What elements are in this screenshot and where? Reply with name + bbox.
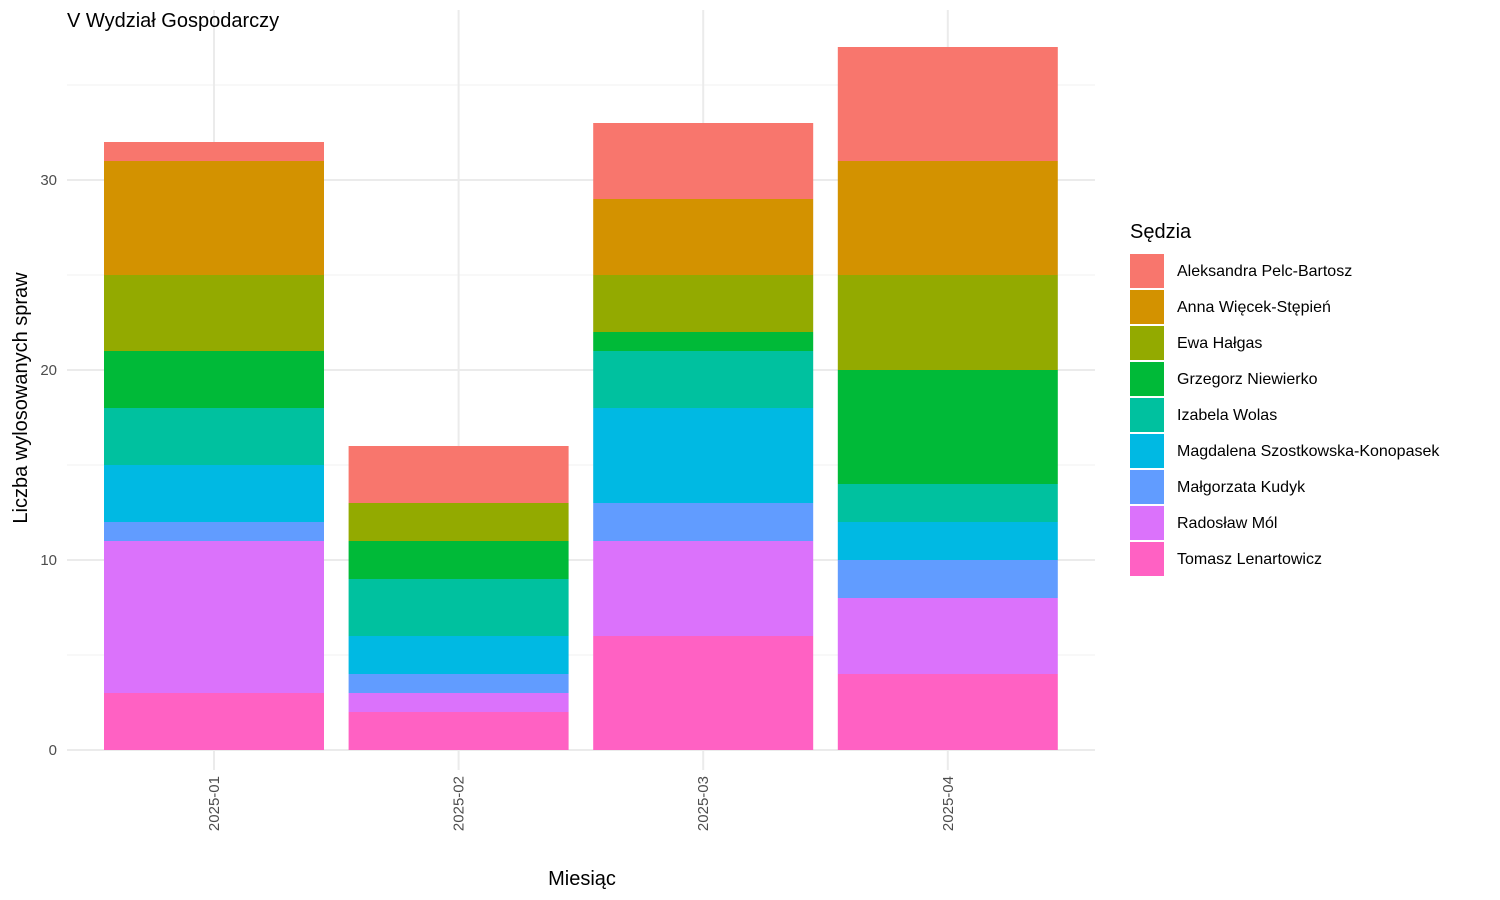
y-tick-label: 30 — [40, 172, 57, 189]
legend-title: Sędzia — [1130, 221, 1192, 243]
y-axis-title: Liczba wylosowanych spraw — [10, 272, 32, 524]
legend-label: Anna Więcek-Stępień — [1177, 299, 1331, 316]
bar-segment — [348, 636, 569, 674]
legend-items: Aleksandra Pelc-Bartosz Anna Więcek-Stępi… — [1130, 254, 1440, 576]
x-tick-label: 2025-04 — [940, 776, 957, 831]
bar-segment — [593, 275, 814, 332]
legend-label: Magdalena Szostkowska-Konopasek — [1177, 443, 1440, 460]
bar-segment — [837, 47, 1058, 161]
bar-segment — [348, 541, 569, 579]
legend-swatch — [1130, 326, 1164, 360]
legend-label: Izabela Wolas — [1177, 407, 1277, 424]
legend-label: Grzegorz Niewierko — [1177, 371, 1318, 388]
bar-segment — [348, 693, 569, 712]
legend-label: Małgorzata Kudyk — [1177, 479, 1306, 496]
bar-segment — [104, 541, 324, 693]
legend: Sędzia Aleksandra Pelc-Bartosz Anna Więce… — [1130, 221, 1440, 576]
bar-segment — [837, 484, 1058, 522]
bar-segment — [593, 408, 814, 503]
bar-segment — [104, 693, 324, 750]
bar-segment — [593, 123, 814, 199]
chart-title: V Wydział Gospodarczy — [67, 10, 279, 32]
bar-segment — [837, 598, 1058, 674]
legend-swatch — [1130, 254, 1164, 288]
bar-segment — [593, 541, 814, 636]
y-tick-label: 0 — [49, 742, 57, 759]
bar-segment — [348, 674, 569, 693]
legend-swatch — [1130, 398, 1164, 432]
bar-segment — [593, 351, 814, 408]
bar-segment — [593, 636, 814, 750]
bar-segment — [348, 579, 569, 636]
bar-segment — [593, 199, 814, 275]
x-tick-label: 2025-03 — [695, 776, 712, 831]
y-tick-label: 20 — [40, 362, 57, 379]
bar-segment — [104, 142, 324, 161]
bar-segment — [348, 503, 569, 541]
bar-segment — [104, 522, 324, 541]
x-tick-label: 2025-02 — [451, 776, 468, 831]
bar-segment — [837, 522, 1058, 560]
bar-segment — [104, 408, 324, 465]
bar-segment — [593, 503, 814, 541]
bar-segment — [837, 275, 1058, 370]
bar-segment — [837, 674, 1058, 750]
bar-segment — [593, 332, 814, 351]
bar-segment — [104, 465, 324, 522]
bar-segment — [104, 351, 324, 408]
legend-swatch — [1130, 362, 1164, 396]
y-axis-ticks: 0 10 20 30 — [40, 172, 57, 759]
bar-segment — [348, 712, 569, 750]
bar-segment — [348, 446, 569, 503]
legend-swatch — [1130, 542, 1164, 576]
x-axis-title: Miesiąc — [548, 868, 616, 890]
legend-swatch — [1130, 506, 1164, 540]
legend-label: Ewa Hałgas — [1177, 335, 1262, 352]
bar-segment — [837, 370, 1058, 484]
legend-swatch — [1130, 470, 1164, 504]
x-tick-label: 2025-01 — [206, 776, 223, 831]
legend-swatch — [1130, 290, 1164, 324]
legend-label: Radosław Mól — [1177, 515, 1277, 532]
bar-segment — [837, 161, 1058, 275]
bar-segment — [104, 161, 324, 275]
bar-segment — [837, 560, 1058, 598]
legend-swatch — [1130, 434, 1164, 468]
legend-label: Tomasz Lenartowicz — [1177, 551, 1322, 568]
legend-label: Aleksandra Pelc-Bartosz — [1177, 263, 1352, 280]
x-axis-ticks: 2025-01 2025-02 2025-03 2025-04 — [206, 776, 957, 831]
y-tick-label: 10 — [40, 552, 57, 569]
bars — [104, 47, 1058, 750]
bar-segment — [104, 275, 324, 351]
